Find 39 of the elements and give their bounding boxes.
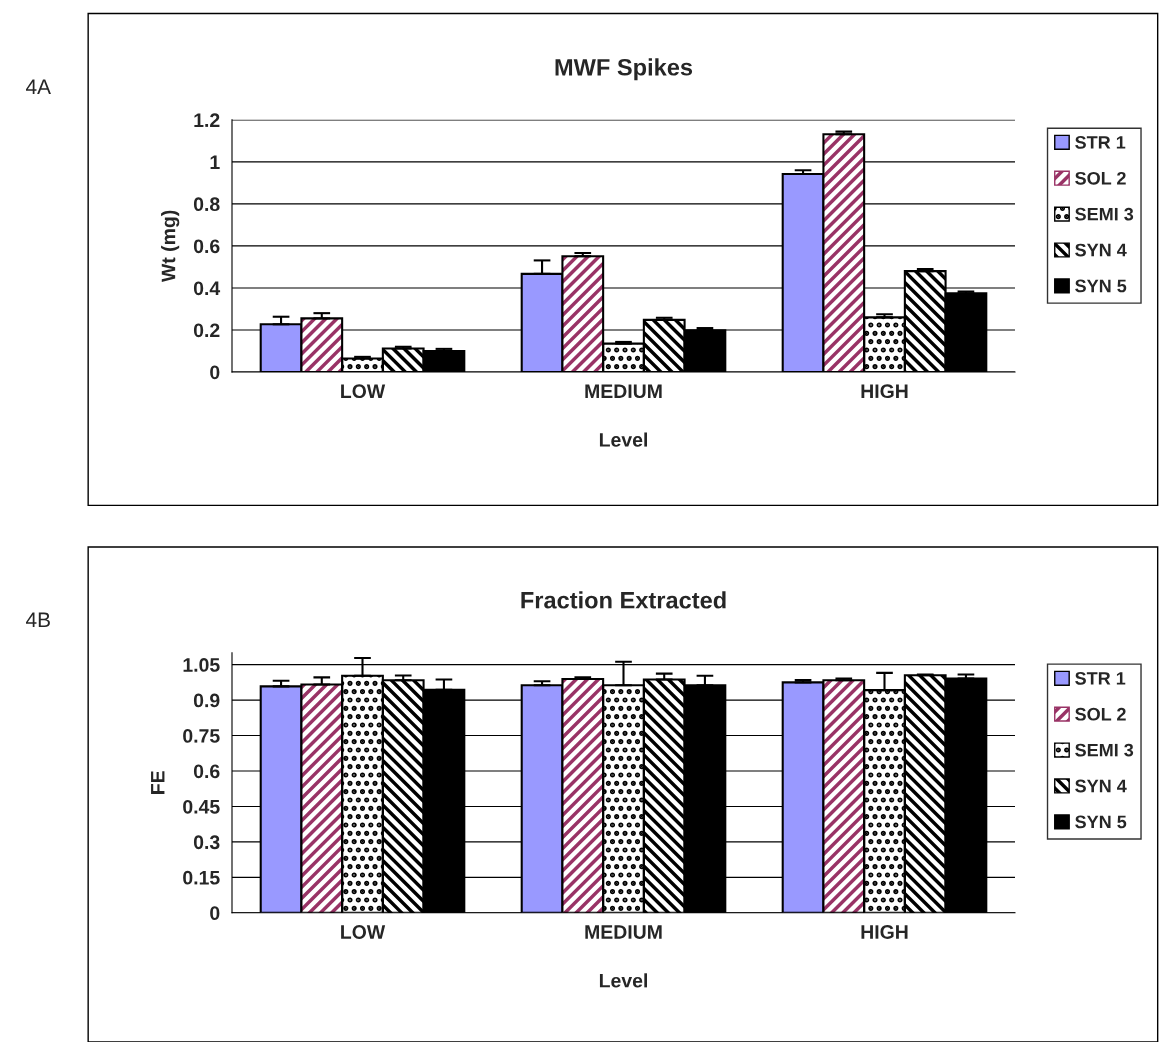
legend-label: SEMI 3 bbox=[1075, 743, 1134, 757]
y-tick-label: 0.9 bbox=[193, 693, 220, 708]
x-tick-label: MEDIUM bbox=[585, 384, 662, 399]
y-tick-label: 0 bbox=[210, 906, 220, 921]
y-axis-title: FE bbox=[151, 771, 165, 794]
legend-label: SYN 4 bbox=[1075, 243, 1127, 257]
x-axis-title: Level bbox=[599, 973, 647, 988]
y-tick-label: 0.4 bbox=[193, 281, 221, 296]
y-tick-label: 0.2 bbox=[193, 323, 220, 338]
y-tick-label: 0.6 bbox=[193, 239, 220, 254]
legend-label: STR 1 bbox=[1075, 135, 1126, 149]
legend-label: SYN 5 bbox=[1075, 815, 1127, 829]
chart-title: MWF Spikes bbox=[555, 58, 693, 81]
x-tick-label: HIGH bbox=[861, 384, 908, 399]
y-tick-label: 0.8 bbox=[193, 197, 220, 212]
legend-label: SEMI 3 bbox=[1075, 207, 1134, 221]
y-tick-label: 1.2 bbox=[194, 113, 220, 127]
legend-label: SOL 2 bbox=[1075, 171, 1126, 185]
text: 4A bbox=[26, 79, 51, 94]
y-tick-label: 1.05 bbox=[183, 658, 220, 672]
chart-title: Fraction Extracted bbox=[521, 591, 726, 609]
y-tick-label: 0.15 bbox=[183, 870, 220, 885]
x-tick-label: MEDIUM bbox=[585, 925, 662, 939]
y-tick-label: 0.6 bbox=[193, 764, 220, 779]
y-axis-title: Wt (mg) bbox=[161, 210, 180, 283]
y-tick-label: 0 bbox=[210, 365, 220, 380]
y-tick-label: 0.45 bbox=[183, 799, 220, 814]
legend-label: SYN 5 bbox=[1075, 279, 1127, 293]
legend-label: STR 1 bbox=[1075, 671, 1126, 685]
y-tick-label: 1 bbox=[210, 155, 220, 169]
y-tick-label: 0.3 bbox=[193, 835, 220, 850]
legend-label: SYN 4 bbox=[1075, 779, 1127, 793]
x-tick-label: HIGH bbox=[861, 925, 908, 939]
legend-label: SOL 2 bbox=[1075, 707, 1126, 721]
x-axis-title: Level bbox=[599, 432, 647, 447]
text: 4B bbox=[26, 612, 50, 627]
x-tick-label: LOW bbox=[341, 384, 386, 399]
x-tick-label: LOW bbox=[341, 925, 386, 939]
y-tick-label: 0.75 bbox=[183, 729, 220, 743]
